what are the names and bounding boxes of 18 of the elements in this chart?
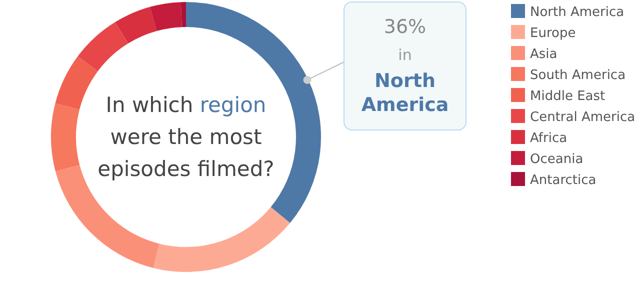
legend-label: Middle East	[530, 89, 606, 104]
donut-slice	[115, 6, 157, 44]
donut-slice	[150, 2, 182, 31]
legend-label: North America	[530, 5, 624, 20]
donut-slice	[153, 207, 290, 272]
chart-title: In which region were the most episodes filmed?	[98, 93, 274, 181]
legend-label: Antarctica	[530, 173, 596, 188]
donut-slice	[78, 22, 128, 72]
donut-slice	[51, 103, 80, 172]
legend-label: Central America	[530, 110, 636, 125]
legend-label: Africa	[530, 131, 568, 146]
donut-slice	[55, 56, 98, 110]
text: 36% in North America	[361, 16, 449, 116]
legend-label: South America	[530, 68, 626, 83]
legend-label: Oceania	[530, 152, 584, 167]
legend-label: Asia	[530, 47, 558, 62]
donut-slice	[180, 2, 186, 28]
legend-label: Europe	[530, 26, 576, 41]
